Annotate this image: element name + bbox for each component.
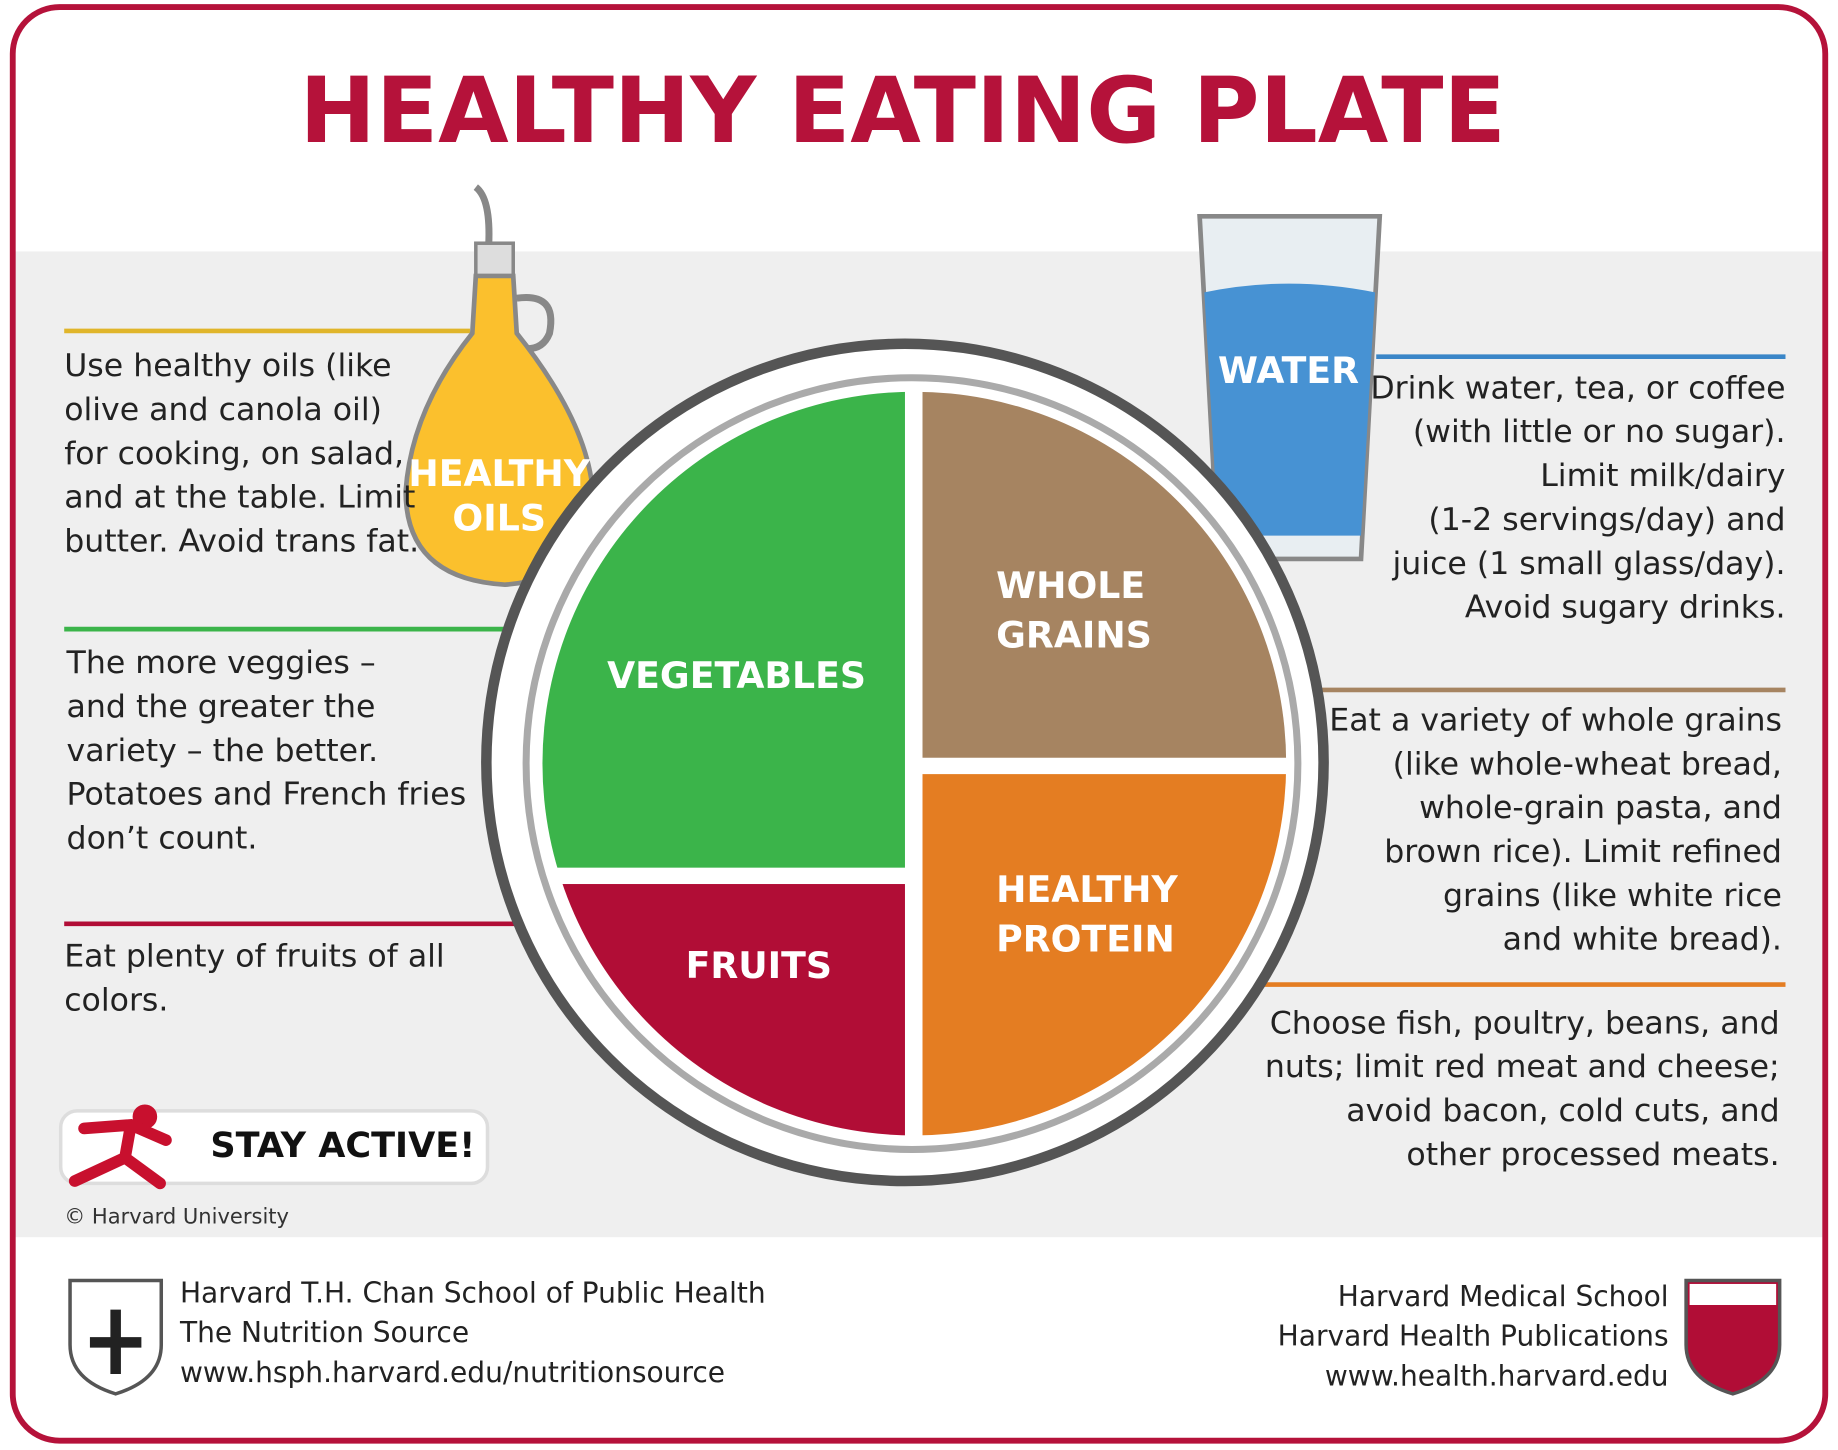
shield-left — [68, 1278, 164, 1396]
protein-text: other processed meats. — [1406, 1137, 1779, 1173]
oils-text: Use healthy oils (like — [64, 348, 391, 384]
protein-text: Choose fish, poultry, beans, and — [1270, 1005, 1780, 1041]
fruit-text: colors. — [64, 983, 168, 1019]
oils-text: for cooking, on salad, — [64, 436, 404, 472]
grain-label: GRAINS — [996, 613, 1152, 656]
water-text: Drink water, tea, or coffee — [1370, 370, 1785, 406]
grain-text: grains (like white rice — [1443, 878, 1782, 914]
water-text: Limit milk/dairy — [1540, 458, 1785, 494]
water-text: (with little or no sugar). — [1413, 414, 1786, 450]
veg-text: don’t count. — [67, 821, 258, 857]
shield-right — [1684, 1278, 1782, 1396]
fruit-label: FRUITS — [686, 944, 832, 987]
veg-text: and the greater the — [67, 689, 376, 725]
protein-text: nuts; limit red meat and cheese; — [1265, 1049, 1780, 1085]
copyright: © Harvard University — [64, 1203, 289, 1228]
oils-text: olive and canola oil) — [64, 392, 382, 428]
veg-text: Potatoes and French fries — [67, 777, 467, 813]
title: HEALTHY EATING PLATE — [300, 57, 1506, 164]
footer-right: www.health.harvard.edu — [1325, 1360, 1669, 1393]
water-glass — [1197, 213, 1383, 562]
oils-text: and at the table. Limit — [64, 480, 415, 516]
stay-active: STAY ACTIVE! — [210, 1125, 475, 1166]
veg-text: The more veggies – — [66, 645, 376, 681]
protein-text: avoid bacon, cold cuts, and — [1346, 1093, 1779, 1129]
water-text: juice (1 small glass/day). — [1392, 546, 1786, 582]
border — [9, 4, 1829, 1444]
protein-label: PROTEIN — [996, 917, 1175, 960]
grain-text: brown rice). Limit refined — [1384, 834, 1782, 870]
oils-label: HEALTHY — [408, 452, 590, 495]
veg-label: VEGETABLES — [607, 654, 866, 697]
footer-left: www.hsph.harvard.edu/nutritionsource — [180, 1356, 725, 1389]
stay-active-box — [58, 1109, 490, 1186]
footer-left: The Nutrition Source — [179, 1316, 469, 1349]
grain-text: (like whole-wheat bread, — [1393, 746, 1782, 782]
water-text: Avoid sugary drinks. — [1465, 590, 1786, 626]
grain-text: Eat a variety of whole grains — [1329, 702, 1782, 738]
water-label: WATER — [1218, 349, 1359, 392]
grain-label: WHOLE — [996, 564, 1145, 607]
footer-left: Harvard T.H. Chan School of Public Healt… — [180, 1276, 766, 1309]
runner-icon — [68, 1104, 172, 1190]
water-text: (1-2 servings/day) and — [1428, 502, 1785, 538]
footer-right: Harvard Health Publications — [1278, 1320, 1669, 1353]
oils-text: butter. Avoid trans fat. — [64, 524, 419, 560]
oils-label: OILS — [452, 496, 546, 539]
grain-text: and white bread). — [1503, 922, 1782, 958]
oil-bottle — [403, 184, 596, 588]
footer-right: Harvard Medical School — [1338, 1280, 1669, 1313]
fruit-text: Eat plenty of fruits of all — [64, 939, 445, 975]
plate-ring — [522, 374, 1302, 1153]
veg-text: variety – the better. — [67, 733, 379, 769]
protein-label: HEALTHY — [996, 868, 1178, 911]
grain-text: whole-grain pasta, and — [1419, 790, 1782, 826]
